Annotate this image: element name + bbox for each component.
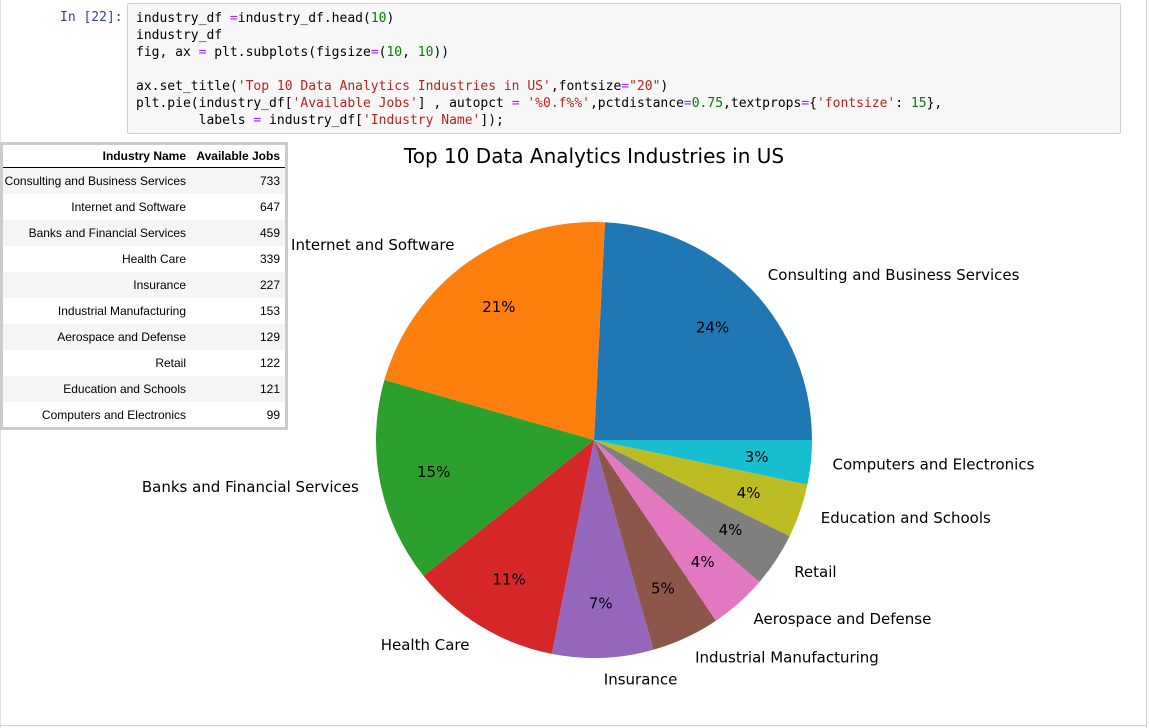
pie-percent-labels: 24%21%15%11%7%5%4%4%4%3% bbox=[417, 298, 768, 612]
pie-slice-internet-and-software bbox=[384, 222, 605, 440]
notebook-bottom-border bbox=[0, 725, 1147, 726]
dataframe-output: Industry Name Available Jobs Consulting … bbox=[0, 142, 288, 430]
pie-percent-label: 24% bbox=[696, 318, 729, 336]
cell-industry-name: Internet and Software bbox=[71, 200, 186, 214]
pie-slices bbox=[375, 222, 812, 659]
table-row: Education and Schools 121 bbox=[3, 376, 285, 402]
pie-slice-insurance bbox=[551, 440, 654, 659]
pie-percent-label: 4% bbox=[719, 521, 743, 539]
table-row: Industrial Manufacturing 153 bbox=[3, 298, 285, 324]
table-header-row: Industry Name Available Jobs bbox=[3, 145, 285, 168]
code-line: fig, ax = plt.subplots(figsize=(10, 10)) bbox=[136, 45, 450, 60]
table-row: Health Care 339 bbox=[3, 246, 285, 272]
pie-percent-label: 7% bbox=[589, 594, 613, 612]
cell-available-jobs: 99 bbox=[266, 408, 280, 422]
table-row: Banks and Financial Services 459 bbox=[3, 220, 285, 246]
pie-slice-aerospace-and-defense bbox=[594, 440, 760, 621]
pie-label-aerospace-and-defense: Aerospace and Defense bbox=[754, 610, 932, 628]
cell-available-jobs: 339 bbox=[259, 252, 280, 266]
pie-percent-label: 4% bbox=[691, 553, 715, 571]
code-text[interactable]: industry_df =industry_df.head(10) indust… bbox=[136, 10, 942, 129]
pie-slice-computers-and-electronics bbox=[594, 440, 812, 485]
table-row: Internet and Software 647 bbox=[3, 194, 285, 220]
pie-percent-label: 21% bbox=[482, 298, 515, 316]
code-line: industry_df bbox=[136, 28, 223, 43]
table-row: Retail 122 bbox=[3, 350, 285, 376]
table-row: Aerospace and Defense 129 bbox=[3, 324, 285, 350]
pie-percent-label: 3% bbox=[745, 448, 769, 466]
pie-slice-banks-and-financial-services bbox=[375, 379, 594, 576]
cell-available-jobs: 153 bbox=[259, 304, 280, 318]
pie-percent-label: 4% bbox=[737, 484, 761, 502]
code-cell-editor[interactable]: industry_df =industry_df.head(10) indust… bbox=[127, 3, 1121, 134]
cell-industry-name: Banks and Financial Services bbox=[3, 220, 191, 246]
table-row: Insurance 227 bbox=[3, 272, 285, 298]
table-row: Computers and Electronics 99 bbox=[3, 402, 285, 428]
cell-industry-name: Computers and Electronics bbox=[41, 408, 186, 422]
cell-industry-name: Education and Schools bbox=[3, 376, 191, 402]
pie-percent-label: 11% bbox=[492, 571, 525, 589]
cell-industry-name: Consulting and Business Services bbox=[3, 167, 191, 194]
cell-available-jobs: 647 bbox=[259, 200, 280, 214]
table-body: Consulting and Business Services 733 Inter… bbox=[3, 167, 285, 429]
pie-category-labels: Consulting and Business Services Internet… bbox=[142, 236, 1035, 689]
pie-label-banks-and-financial-services: Banks and Financial Services bbox=[142, 478, 359, 496]
cell-industry-name: Industrial Manufacturing bbox=[57, 304, 186, 318]
column-header-industry-name: Industry Name bbox=[3, 145, 191, 168]
cell-available-jobs: 121 bbox=[191, 376, 285, 402]
pie-percent-label: 5% bbox=[651, 579, 675, 597]
pie-percent-label: 15% bbox=[417, 463, 450, 481]
cell-available-jobs: 129 bbox=[191, 324, 285, 350]
code-line: ax.set_title('Top 10 Data Analytics Indu… bbox=[136, 79, 669, 94]
cell-industry-name: Insurance bbox=[3, 272, 191, 298]
table-row: Consulting and Business Services 733 bbox=[3, 167, 285, 194]
pie-label-health-care: Health Care bbox=[381, 636, 470, 654]
chart-title: Top 10 Data Analytics Industries in US bbox=[403, 144, 784, 168]
pie-label-education-and-schools: Education and Schools bbox=[821, 509, 991, 527]
cell-industry-name: Health Care bbox=[121, 252, 186, 266]
cell-prompt: In [22]: bbox=[60, 10, 123, 25]
cell-available-jobs: 122 bbox=[259, 356, 280, 370]
cell-industry-name: Retail bbox=[155, 356, 186, 370]
cell-available-jobs: 227 bbox=[191, 272, 285, 298]
cell-available-jobs: 459 bbox=[191, 220, 285, 246]
cell-available-jobs: 733 bbox=[191, 167, 285, 194]
notebook-right-border bbox=[1146, 0, 1147, 728]
code-line: plt.pie(industry_df['Available Jobs'] , … bbox=[136, 96, 943, 111]
code-line: labels = industry_df['Industry Name']); bbox=[136, 113, 504, 128]
pie-label-internet-and-software: Internet and Software bbox=[291, 236, 454, 254]
pie-label-computers-and-electronics: Computers and Electronics bbox=[833, 456, 1035, 474]
dataframe-table: Industry Name Available Jobs Consulting … bbox=[3, 145, 285, 428]
pie-slice-consulting-and-business-services bbox=[594, 222, 812, 440]
cell-industry-name: Aerospace and Defense bbox=[3, 324, 191, 350]
pie-slice-retail bbox=[594, 440, 790, 582]
pie-label-insurance: Insurance bbox=[604, 671, 678, 689]
pie-slice-education-and-schools bbox=[594, 440, 808, 537]
pie-label-retail: Retail bbox=[794, 563, 836, 581]
pie-slice-industrial-manufacturing bbox=[594, 440, 716, 650]
pie-label-industrial-manufacturing: Industrial Manufacturing bbox=[695, 649, 879, 667]
code-line: industry_df =industry_df.head(10) bbox=[136, 11, 395, 26]
pie-label-consulting-and-business-services: Consulting and Business Services bbox=[768, 266, 1020, 284]
column-header-available-jobs: Available Jobs bbox=[191, 145, 285, 168]
pie-slice-health-care bbox=[423, 440, 594, 654]
